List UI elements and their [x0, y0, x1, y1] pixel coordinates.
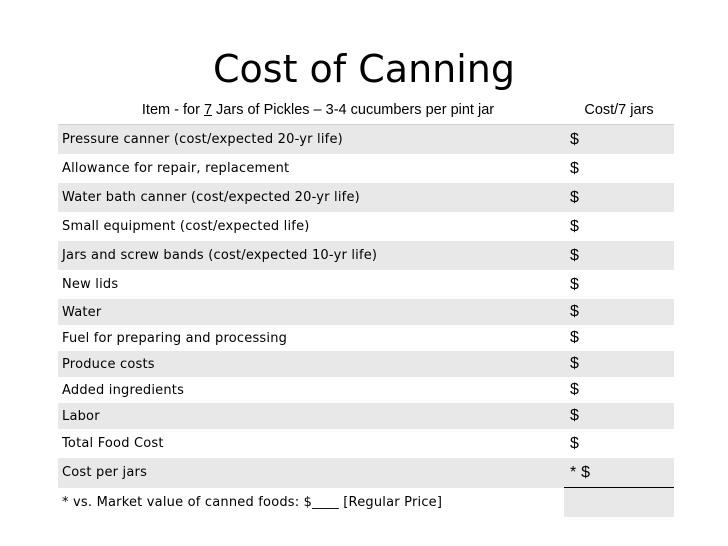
- table-row: Produce costs $: [58, 351, 674, 377]
- page-title: Cost of Canning: [212, 47, 515, 91]
- item-cell: Water bath canner (cost/expected 20-yr l…: [62, 190, 360, 205]
- cost-cell: $: [570, 381, 580, 398]
- item-column-header: Item - for 7 Jars of Pickles – 3-4 cucum…: [58, 96, 564, 125]
- cost-cell: $: [570, 303, 580, 320]
- cost-column-header: Cost/7 jars: [564, 96, 674, 125]
- item-cell: Fuel for preparing and processing: [62, 330, 288, 346]
- table-row: Allowance for repair, replacement $: [58, 154, 674, 183]
- item-cell: Jars and screw bands (cost/expected 10-y…: [62, 248, 378, 263]
- item-header-suffix: Jars of Pickles – 3-4 cucumbers per pint…: [212, 102, 495, 118]
- item-cell: Produce costs: [62, 356, 155, 372]
- cost-cell: $: [570, 329, 580, 346]
- table-row: Fuel for preparing and processing $: [58, 325, 674, 351]
- item-cell: * vs. Market value of canned foods: $___…: [62, 494, 443, 510]
- table-row: Water $: [58, 299, 674, 325]
- table-row: Labor $: [58, 403, 674, 429]
- cost-cell: $: [570, 434, 580, 452]
- jar-count: 7: [203, 102, 213, 118]
- cost-table: Item - for 7 Jars of Pickles – 3-4 cucum…: [58, 96, 674, 517]
- cost-cell: * $: [564, 458, 674, 488]
- cost-cell: $: [570, 130, 580, 148]
- item-cell: Labor: [62, 408, 100, 424]
- item-header-prefix: Item - for: [141, 102, 204, 118]
- item-cell: Pressure canner (cost/expected 20-yr lif…: [62, 132, 343, 147]
- table-row: Cost per jars * $: [58, 458, 674, 488]
- cost-cell: $: [570, 407, 580, 424]
- table-row: Pressure canner (cost/expected 20-yr lif…: [58, 124, 674, 154]
- item-cell: New lids: [62, 277, 119, 292]
- cost-cell: $: [570, 355, 580, 372]
- table-row: Small equipment (cost/expected life) $: [58, 212, 674, 241]
- table-header-row: Item - for 7 Jars of Pickles – 3-4 cucum…: [58, 96, 674, 125]
- item-cell: Total Food Cost: [62, 436, 164, 451]
- item-cell: Small equipment (cost/expected life): [62, 219, 310, 234]
- cost-cell: $: [570, 275, 580, 293]
- item-cell: Added ingredients: [62, 382, 185, 398]
- cost-cell: $: [570, 188, 580, 206]
- cost-cell: $: [570, 246, 580, 264]
- cost-cell: $: [570, 217, 580, 235]
- table-row: Water bath canner (cost/expected 20-yr l…: [58, 183, 674, 212]
- table-row: New lids $: [58, 270, 674, 299]
- table-row: Jars and screw bands (cost/expected 10-y…: [58, 241, 674, 270]
- cost-cell: $: [570, 159, 580, 177]
- table-row: * vs. Market value of canned foods: $___…: [58, 487, 674, 517]
- item-cell: Water: [62, 304, 102, 320]
- item-cell: Allowance for repair, replacement: [62, 161, 290, 176]
- item-cell: Cost per jars: [62, 465, 148, 481]
- cost-cell: [564, 487, 674, 517]
- table-row: Added ingredients $: [58, 377, 674, 403]
- table-row: Total Food Cost $: [58, 429, 674, 458]
